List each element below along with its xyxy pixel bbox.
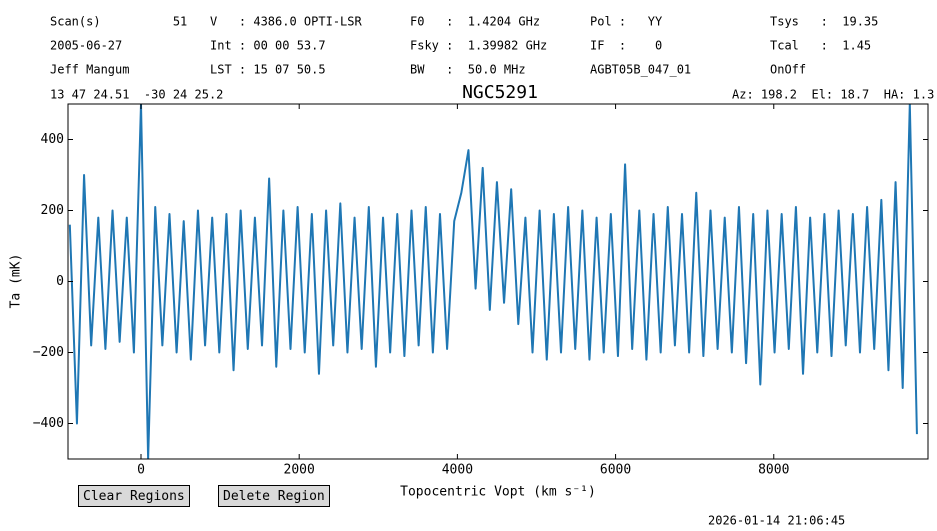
- chart-title: NGC5291: [462, 82, 538, 103]
- x-axis-label: Topocentric Vopt (km s⁻¹): [400, 485, 596, 500]
- x-tick-label: 6000: [600, 463, 631, 478]
- header-field: Scan(s) 51: [50, 15, 187, 29]
- header-field: Int : 00 00 53.7: [210, 39, 326, 53]
- header-field: Jeff Mangum: [50, 63, 129, 77]
- y-tick-label: 200: [41, 203, 64, 218]
- header-field: Tsys : 19.35: [770, 15, 878, 29]
- x-tick-label: 0: [137, 463, 145, 478]
- y-axis-label: Ta (mK): [9, 254, 24, 309]
- header-field: OnOff: [770, 63, 806, 77]
- y-tick-label: 400: [41, 132, 64, 147]
- header-field: IF : 0: [590, 39, 662, 53]
- header-field: Pol : YY: [590, 15, 663, 29]
- timestamp: 2026-01-14 21:06:45: [708, 514, 845, 528]
- header-field: 2005-06-27: [50, 39, 122, 53]
- pointing: Az: 198.2 El: 18.7 HA: 1.3: [732, 88, 934, 102]
- header-field: AGBT05B_047_01: [590, 63, 691, 77]
- clear-regions-button[interactable]: Clear Regions: [78, 485, 190, 507]
- plot-area: [68, 104, 918, 459]
- header-field: BW : 50.0 MHz: [410, 63, 526, 77]
- y-tick-label: −400: [33, 416, 64, 431]
- header-field: V : 4386.0 OPTI-LSR: [210, 15, 362, 29]
- coords: 13 47 24.51 -30 24 25.2: [50, 88, 223, 102]
- delete-region-button[interactable]: Delete Region: [218, 485, 330, 507]
- header-field: Tcal : 1.45: [770, 39, 871, 53]
- x-tick-label: 8000: [758, 463, 789, 478]
- header-field: LST : 15 07 50.5: [210, 63, 326, 77]
- y-tick-label: −200: [33, 345, 64, 360]
- y-tick-label: 0: [56, 274, 64, 289]
- header-field: F0 : 1.4204 GHz: [410, 15, 540, 29]
- x-tick-label: 4000: [442, 463, 473, 478]
- spectrum-line: [68, 104, 918, 459]
- x-tick-label: 2000: [284, 463, 315, 478]
- header-field: Fsky : 1.39982 GHz: [410, 39, 547, 53]
